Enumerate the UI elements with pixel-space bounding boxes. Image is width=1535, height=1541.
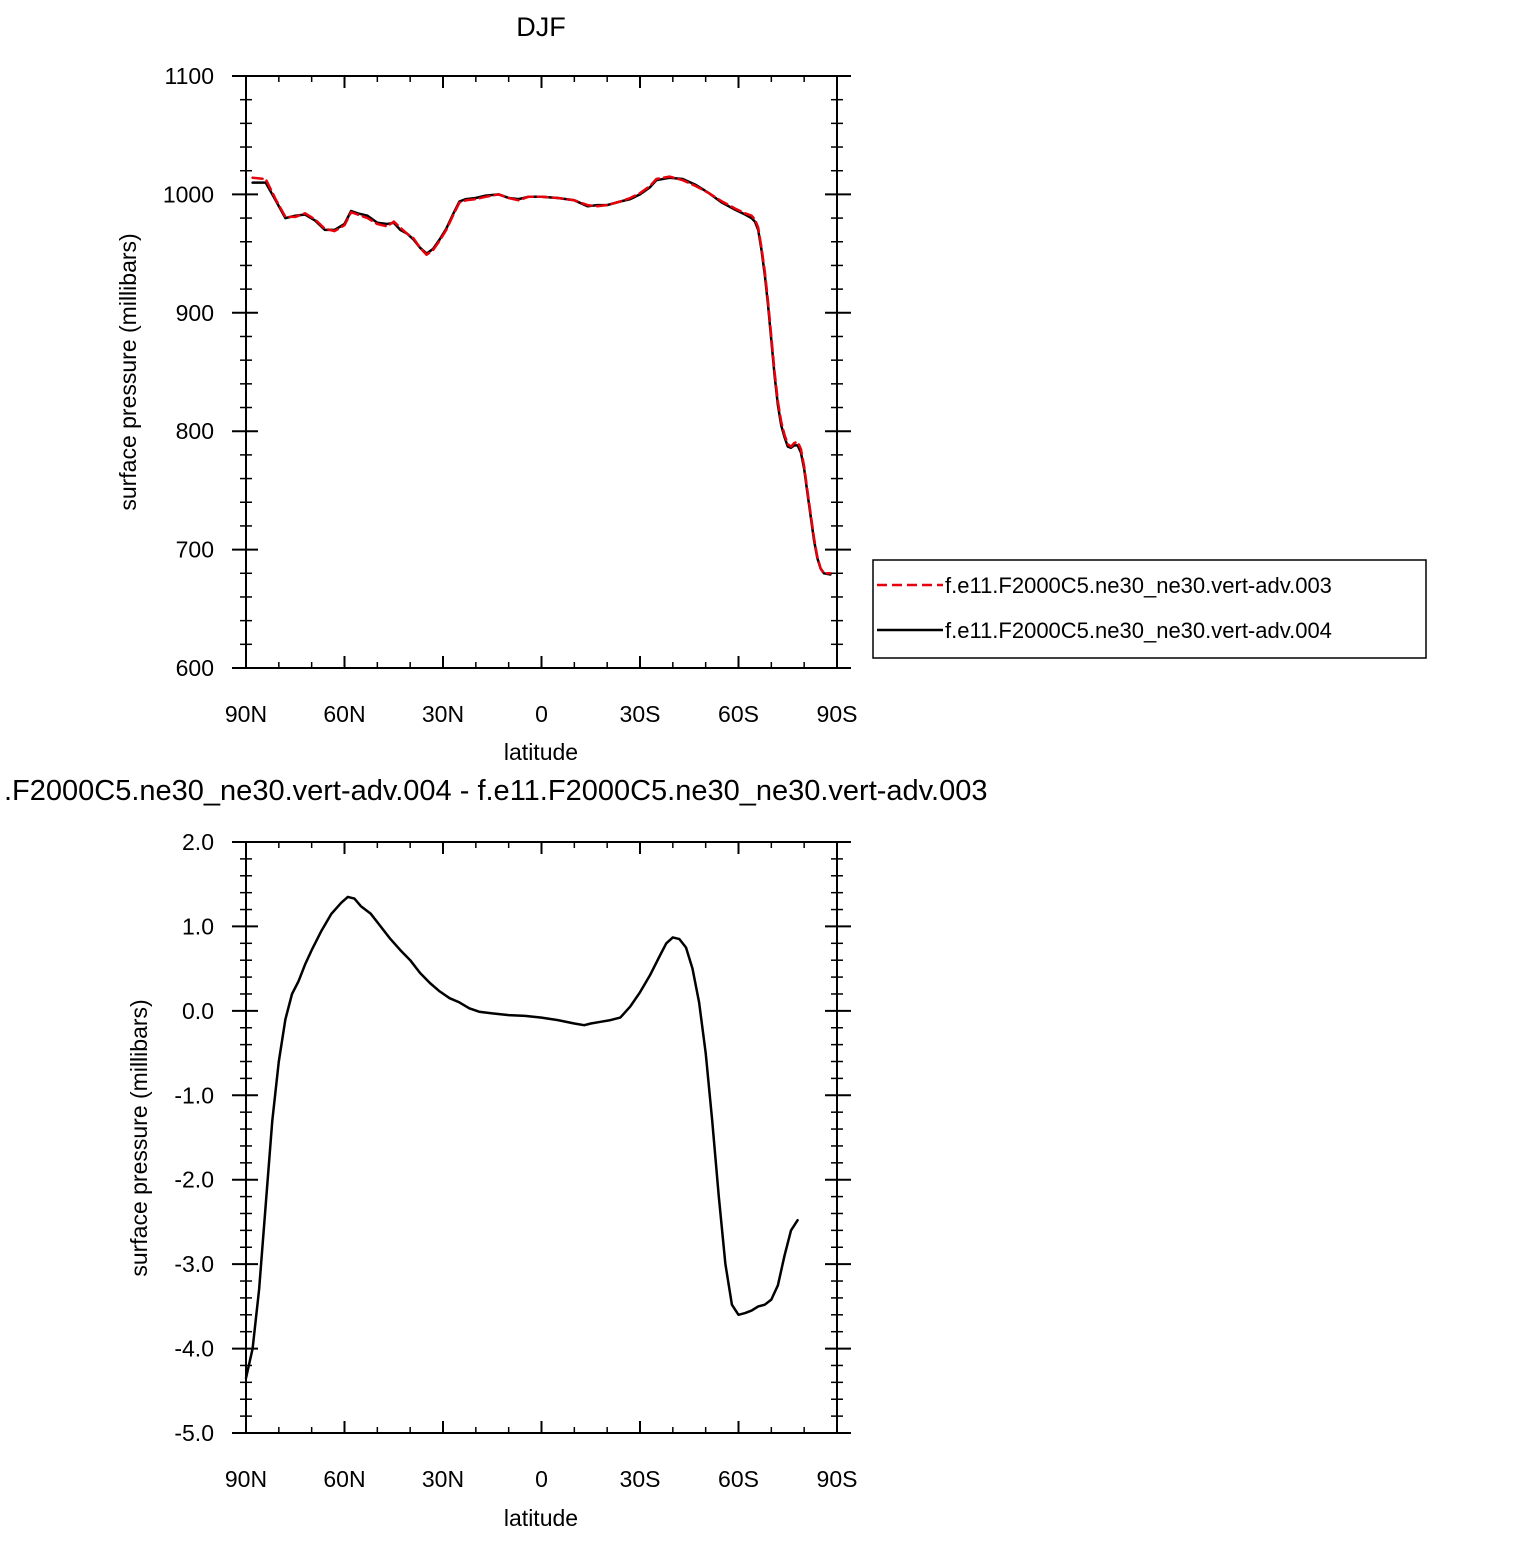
bottom-x-axis-label: latitude (504, 1505, 578, 1531)
legend-label-004: f.e11.F2000C5.ne30_ne30.vert-adv.004 (945, 618, 1332, 643)
top-y-tick-label: 800 (176, 418, 214, 444)
bottom-panel: .F2000C5.ne30_ne30.vert-adv.004 - f.e11.… (4, 775, 987, 1531)
top-y-axis-label: surface pressure (millibars) (115, 233, 141, 510)
top-x-tick-label: 60S (718, 701, 759, 727)
top-y-tick-label: 700 (176, 537, 214, 563)
bottom-x-tick-label: 0 (535, 1466, 548, 1492)
bottom-x-tick-label: 30N (422, 1466, 464, 1492)
top-y-tick-label: 600 (176, 655, 214, 681)
bottom-y-tick-label: -4.0 (174, 1336, 214, 1362)
bottom-y-tick-label: 0.0 (182, 998, 214, 1024)
bottom-series-line-0 (244, 895, 799, 1380)
legend-box (872, 559, 1427, 659)
bottom-x-tick-label: 60N (323, 1466, 365, 1492)
top-y-tick-label: 1100 (165, 63, 214, 89)
bottom-x-tick-label: 60S (718, 1466, 759, 1492)
top-x-tick-label: 90N (225, 701, 267, 727)
top-y-tick-label: 1000 (163, 181, 214, 207)
bottom-y-tick-label: -5.0 (174, 1420, 214, 1446)
top-panel: DJF surface pressure (millibars) latitud… (115, 12, 857, 765)
bottom-y-tick-label: -3.0 (174, 1251, 214, 1277)
top-y-tick-label: 900 (176, 300, 214, 326)
legend: f.e11.F2000C5.ne30_ne30.vert-adv.003 f.e… (872, 559, 1427, 659)
bottom-y-tick-label: 2.0 (182, 829, 214, 855)
top-series-line-0 (251, 175, 832, 575)
top-x-tick-label: 90S (817, 701, 858, 727)
top-x-tick-label: 30N (422, 701, 464, 727)
bottom-y-axis-label: surface pressure (millibars) (126, 999, 152, 1276)
bottom-plot-frame (245, 841, 838, 1434)
bottom-x-tick-label: 90S (817, 1466, 858, 1492)
legend-label-003: f.e11.F2000C5.ne30_ne30.vert-adv.003 (945, 573, 1332, 598)
bottom-y-tick-label: -1.0 (174, 1082, 214, 1108)
bottom-y-tick-label: -2.0 (174, 1167, 214, 1193)
top-x-axis-label: latitude (504, 739, 578, 765)
bottom-chart-title: .F2000C5.ne30_ne30.vert-adv.004 - f.e11.… (4, 775, 987, 807)
top-x-tick-label: 0 (535, 701, 548, 727)
top-x-tick-label: 30S (620, 701, 661, 727)
top-x-tick-label: 60N (323, 701, 365, 727)
top-plot-frame (245, 75, 838, 669)
top-series-line-1 (251, 176, 832, 576)
bottom-x-tick-label: 90N (225, 1466, 267, 1492)
bottom-x-tick-label: 30S (620, 1466, 661, 1492)
bottom-y-tick-label: 1.0 (182, 913, 214, 939)
top-chart-title: DJF (516, 12, 566, 42)
